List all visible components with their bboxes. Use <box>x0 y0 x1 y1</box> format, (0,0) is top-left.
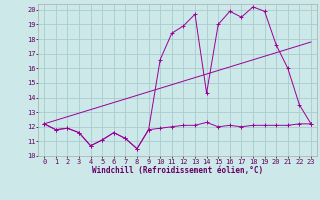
X-axis label: Windchill (Refroidissement éolien,°C): Windchill (Refroidissement éolien,°C) <box>92 166 263 175</box>
